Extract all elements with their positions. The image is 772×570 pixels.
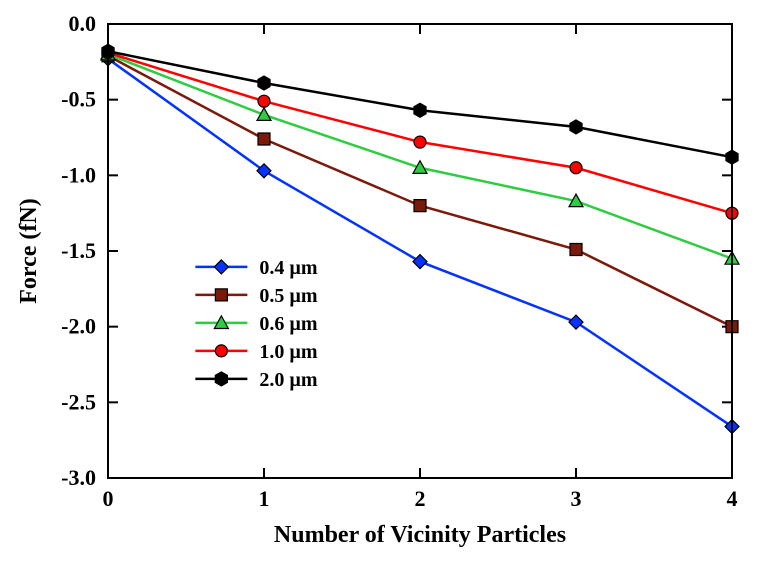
legend-label: 0.5 µm bbox=[259, 285, 318, 307]
y-tick-label: -3.0 bbox=[61, 465, 96, 490]
marker bbox=[570, 162, 582, 174]
marker bbox=[414, 200, 426, 212]
x-tick-label: 3 bbox=[571, 486, 582, 511]
y-axis-label: Force (fN) bbox=[16, 198, 42, 304]
x-tick-label: 4 bbox=[727, 486, 738, 511]
x-axis-label: Number of Vicinity Particles bbox=[274, 522, 566, 548]
x-tick-label: 1 bbox=[259, 486, 270, 511]
legend-label: 0.6 µm bbox=[259, 313, 318, 335]
marker bbox=[570, 243, 582, 255]
y-tick-label: -2.5 bbox=[61, 389, 96, 414]
marker bbox=[414, 103, 426, 117]
marker bbox=[570, 120, 582, 134]
y-tick-label: 0.0 bbox=[69, 11, 97, 36]
legend-label: 2.0 µm bbox=[259, 369, 318, 391]
force-vs-particles-chart: 0 1 2 3 4 Number of Vicinity Particles 0.0 -0.5… bbox=[0, 0, 772, 570]
y-tick-label: -0.5 bbox=[61, 87, 96, 112]
y-tick-label: -2.0 bbox=[61, 314, 96, 339]
y-tick-label: -1.0 bbox=[61, 162, 96, 187]
legend-label: 0.4 µm bbox=[259, 257, 318, 279]
legend-label: 1.0 µm bbox=[259, 341, 318, 363]
marker bbox=[258, 95, 270, 107]
x-tick-label: 0 bbox=[103, 486, 114, 511]
x-tick-label: 2 bbox=[415, 486, 426, 511]
marker bbox=[258, 76, 270, 90]
y-tick-label: -1.5 bbox=[61, 238, 96, 263]
marker bbox=[258, 133, 270, 145]
marker bbox=[414, 136, 426, 148]
